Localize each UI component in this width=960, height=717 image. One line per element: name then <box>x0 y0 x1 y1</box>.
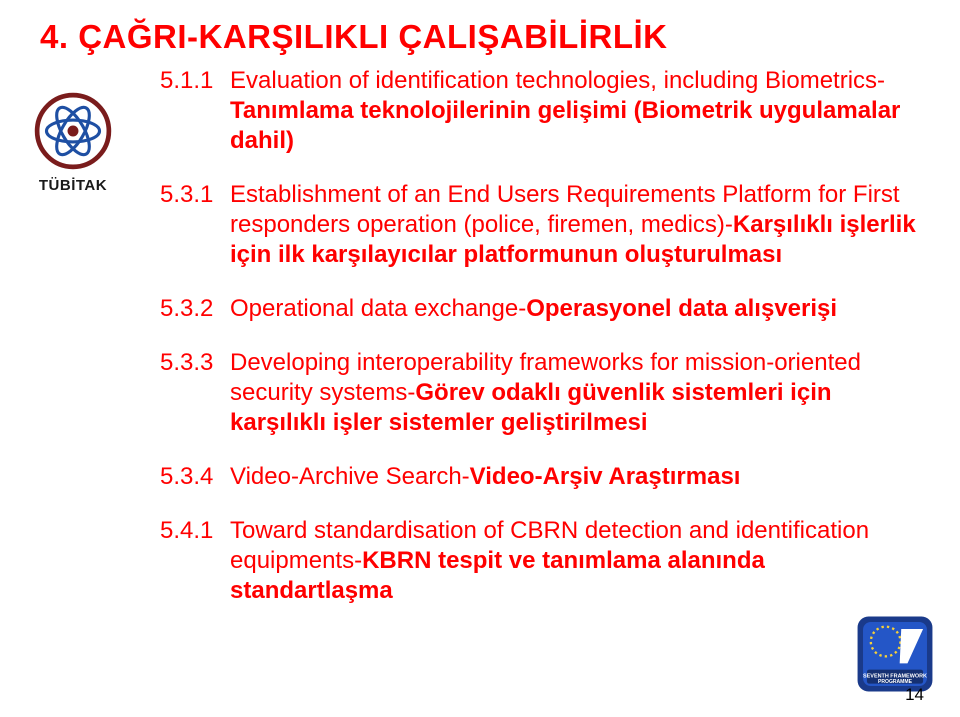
item-body: Toward standardisation of CBRN detection… <box>230 516 920 606</box>
list-item: 5.3.4 Video-Archive Search-Video-Arşiv Ar… <box>160 462 920 492</box>
item-text: Evaluation of identification technologie… <box>230 67 885 94</box>
item-bold-text: Video-Arşiv Araştırması <box>470 463 741 490</box>
item-body: Evaluation of identification technologie… <box>230 66 920 156</box>
item-number: 5.3.4 <box>160 462 218 492</box>
item-text: Operational data exchange- <box>230 295 526 322</box>
item-number: 5.1.1 <box>160 66 218 156</box>
tubitak-logo-icon <box>34 92 112 170</box>
item-number: 5.3.3 <box>160 348 218 438</box>
item-body: Video-Archive Search-Video-Arşiv Araştır… <box>230 462 920 492</box>
list-item: 5.3.1Establishment of an End Users Requi… <box>160 180 920 270</box>
item-bold-text: Operasyonel data alışverişi <box>526 295 837 322</box>
item-body: Establishment of an End Users Requiremen… <box>230 180 920 270</box>
item-bold-text: Tanımlama teknolojilerinin gelişimi (Bio… <box>230 97 900 154</box>
list-item: 5.4.1Toward standardisation of CBRN dete… <box>160 516 920 606</box>
item-number: 5.4.1 <box>160 516 218 606</box>
page-number: 14 <box>905 685 924 705</box>
item-number: 5.3.2 <box>160 294 218 324</box>
tubitak-logo-label: TÜBİTAK <box>28 177 118 194</box>
item-text: Video-Archive Search- <box>230 463 470 490</box>
list-item: 5.1.1 Evaluation of identification techno… <box>160 66 920 156</box>
fp7-logo-icon: SEVENTH FRAMEWORK PROGRAMME <box>856 615 934 693</box>
tubitak-logo: TÜBİTAK <box>28 92 118 194</box>
list-item: 5.3.2 Operational data exchange-Operasyon… <box>160 294 920 324</box>
list-item: 5.3.3Developing interoperability framewo… <box>160 348 920 438</box>
item-number: 5.3.1 <box>160 180 218 270</box>
item-body: Developing interoperability frameworks f… <box>230 348 920 438</box>
slide-title: 4. ÇAĞRI-KARŞILIKLI ÇALIŞABİLİRLİK <box>40 18 920 56</box>
fp7-logo: SEVENTH FRAMEWORK PROGRAMME <box>856 615 934 693</box>
content-list: 5.1.1 Evaluation of identification techno… <box>160 66 920 606</box>
item-body: Operational data exchange-Operasyonel da… <box>230 294 920 324</box>
svg-text:PROGRAMME: PROGRAMME <box>878 679 913 685</box>
slide: 4. ÇAĞRI-KARŞILIKLI ÇALIŞABİLİRLİK TÜBİT… <box>0 0 960 717</box>
